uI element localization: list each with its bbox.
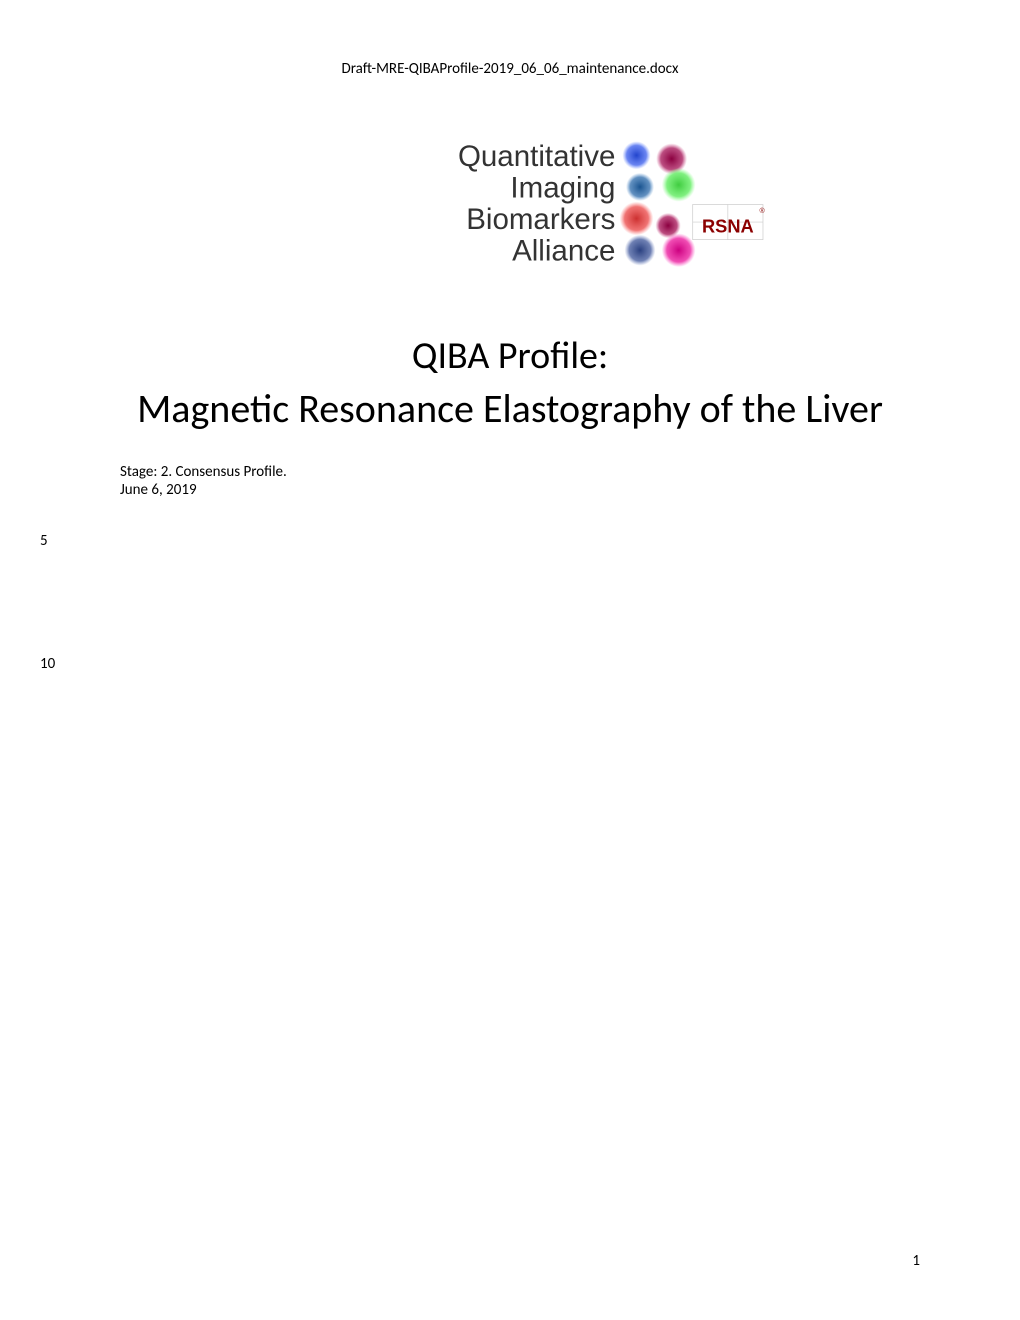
logo-dot bbox=[662, 233, 696, 267]
main-title: Magnetic Resonance Elastography of the L… bbox=[100, 384, 920, 433]
logo-dot bbox=[620, 202, 654, 236]
logo-text-imaging: Imaging bbox=[510, 171, 615, 204]
logo-dot bbox=[626, 173, 654, 201]
logo-text-quantitative: Quantitative bbox=[458, 140, 615, 173]
logo-text-biomarkers: Biomarkers bbox=[466, 203, 615, 236]
rsna-text: RSNA bbox=[702, 216, 754, 237]
page-number: 1 bbox=[912, 1252, 920, 1270]
logo-dot bbox=[662, 168, 696, 202]
profile-title: QIBA Profile: bbox=[100, 333, 920, 379]
logo-svg: Quantitative Imaging Biomarkers Alliance… bbox=[250, 108, 770, 308]
line-number: 5 bbox=[40, 532, 48, 550]
line-number: 10 bbox=[40, 655, 55, 673]
document-filename: Draft-MRE-QIBAProfile-2019_06_06_mainten… bbox=[100, 60, 920, 78]
qiba-logo: Quantitative Imaging Biomarkers Alliance… bbox=[100, 108, 920, 313]
logo-text-alliance: Alliance bbox=[512, 235, 615, 268]
logo-dot bbox=[625, 235, 656, 266]
rsna-trademark: ® bbox=[759, 207, 765, 215]
logo-dot bbox=[622, 141, 650, 169]
date-info: June 6, 2019 bbox=[120, 481, 920, 499]
stage-info: Stage: 2. Consensus Profile. bbox=[120, 463, 920, 481]
